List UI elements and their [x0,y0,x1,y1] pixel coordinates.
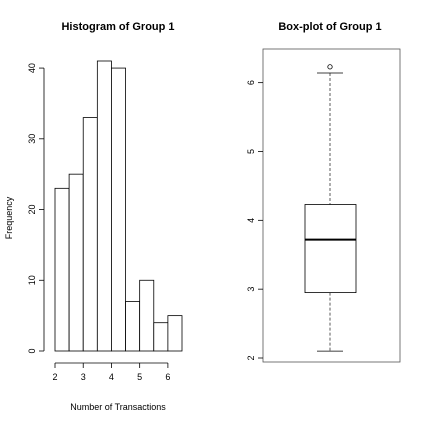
histogram-title: Histogram of Group 1 [61,21,174,33]
boxplot-y-tick-label: 3 [246,287,256,292]
histogram-bar [167,315,183,352]
histogram-y-axis: 0 10 20 30 40 [27,63,45,354]
boxplot-y-tick-label: 6 [246,80,256,85]
boxplot-y-tick-label: 2 [246,355,256,360]
histogram-y-tick-label: 0 [27,348,37,353]
boxplot-title: Box-plot of Group 1 [278,21,381,33]
histogram-y-axis-label: Frequency [4,196,14,239]
boxplot-box [304,204,357,294]
boxplot-outlier-point [327,64,333,70]
histogram-panel: Histogram of Group 1 2 3 4 5 6 0 10 20 30 40 Num… [4,21,183,412]
histogram-x-axis-label: Number of Transactions [70,402,166,412]
boxplot-y-tick-label: 5 [246,149,256,154]
histogram-y-tick-label: 40 [27,63,37,73]
histogram-y-tick-label: 20 [27,205,37,215]
histogram-x-tick-label: 4 [109,372,114,382]
histogram-x-tick-label: 5 [137,372,142,382]
histogram-bar [96,60,112,352]
boxplot-panel: Box-plot of Group 1 2 3 4 5 6 [246,21,401,363]
boxplot-marks [304,64,357,352]
boxplot-frame [262,48,401,363]
histogram-x-axis: 2 3 4 5 6 [52,362,170,382]
histogram-bar [139,279,155,352]
histogram-bar [68,173,84,352]
histogram-y-tick-label: 10 [27,275,37,285]
boxplot-y-tick-label: 4 [246,218,256,223]
histogram-y-tick-label: 30 [27,134,37,144]
histogram-x-tick-label: 3 [81,372,86,382]
histogram-bar [111,67,126,352]
histogram-x-tick-label: 6 [165,372,170,382]
histogram-bar [153,322,169,352]
histogram-bar [125,301,141,352]
histogram-bar [54,187,70,352]
histogram-x-tick-label: 2 [52,372,57,382]
histogram-bars [54,60,183,352]
histogram-bar [82,117,98,352]
boxplot-y-axis: 2 3 4 5 6 [246,80,263,361]
